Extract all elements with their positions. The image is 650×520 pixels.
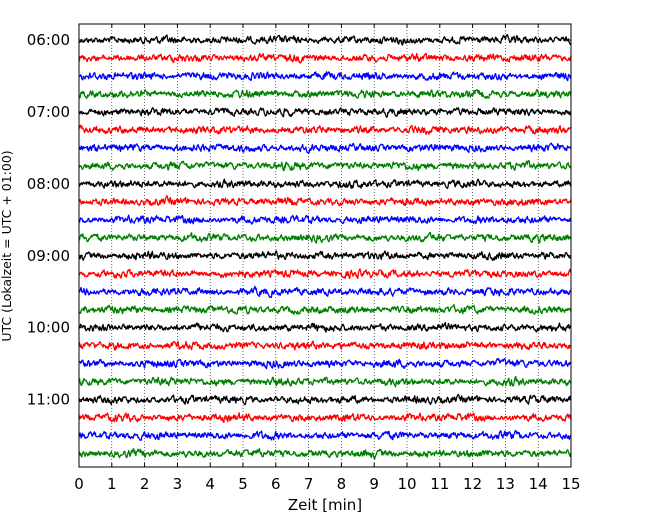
x-tick-label-9: 9: [369, 475, 379, 493]
trace-20: [78, 393, 572, 406]
trace-11: [78, 231, 572, 244]
x-tick-label-1: 1: [107, 475, 117, 493]
x-tick-label-6: 6: [271, 475, 281, 493]
x-tick-label-8: 8: [337, 475, 347, 493]
trace-14: [78, 285, 572, 299]
trace-6: [78, 142, 572, 154]
trace-21: [78, 412, 572, 423]
trace-13: [78, 268, 572, 280]
trace-4: [78, 107, 572, 118]
x-tick-label-0: 0: [74, 475, 84, 493]
trace-2: [78, 71, 572, 82]
trace-15: [78, 304, 572, 315]
y-tick-label-4: 10:00: [27, 319, 70, 337]
trace-9: [78, 195, 572, 207]
x-tick-label-15: 15: [561, 475, 580, 493]
traces: [78, 34, 572, 460]
plot-frame: [78, 23, 572, 468]
grid-lines: [111, 24, 539, 467]
trace-12: [78, 250, 572, 261]
trace-5: [78, 124, 572, 135]
y-axis: 06:00 07:00 08:00 09:00 10:00 11:00: [27, 31, 571, 409]
trace-22: [78, 429, 572, 441]
y-tick-label-3: 09:00: [27, 247, 70, 265]
trace-23: [78, 447, 572, 460]
x-axis: 0 1 2 3 4 5 6 7 8 9 10 11 12 13 14 15: [74, 24, 581, 493]
trace-16: [78, 322, 572, 333]
x-tick-label-13: 13: [496, 475, 515, 493]
trace-8: [78, 178, 572, 190]
trace-0: [78, 34, 572, 46]
trace-1: [78, 52, 572, 64]
y-tick-label-0: 06:00: [27, 31, 70, 49]
x-tick-label-2: 2: [140, 475, 150, 493]
trace-19: [78, 375, 572, 388]
y-tick-label-5: 11:00: [27, 391, 70, 409]
trace-7: [78, 159, 572, 172]
x-axis-title: Zeit [min]: [288, 496, 362, 514]
y-tick-label-1: 07:00: [27, 103, 70, 121]
y-axis-title: UTC (Lokalzeit = UTC + 01:00): [0, 150, 14, 341]
x-tick-label-12: 12: [463, 475, 482, 493]
x-tick-label-3: 3: [173, 475, 183, 493]
x-tick-label-5: 5: [238, 475, 248, 493]
x-tick-label-4: 4: [205, 475, 215, 493]
x-tick-label-7: 7: [304, 475, 314, 493]
y-tick-label-2: 08:00: [27, 175, 70, 193]
trace-18: [78, 357, 572, 370]
trace-10: [78, 214, 572, 225]
x-tick-label-11: 11: [430, 475, 449, 493]
trace-3: [78, 88, 572, 99]
x-tick-label-10: 10: [397, 475, 416, 493]
trace-17: [78, 340, 572, 351]
x-tick-label-14: 14: [529, 475, 548, 493]
